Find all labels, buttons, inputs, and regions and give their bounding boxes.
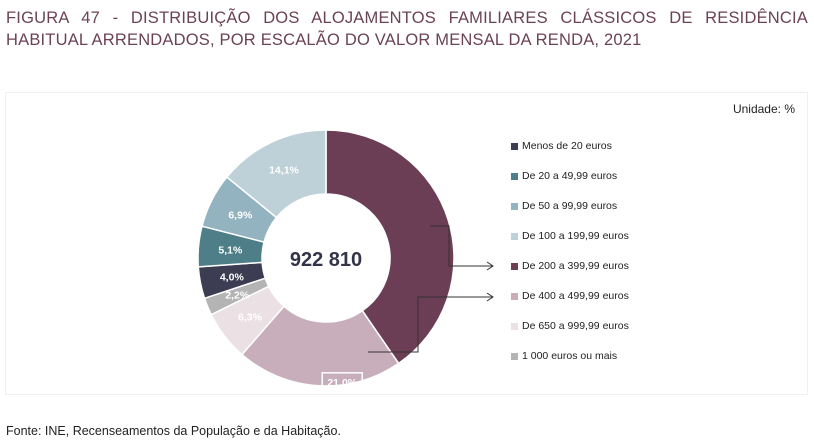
legend-label: De 100 a 199,99 euros [522, 230, 629, 242]
legend-label: 1 000 euros ou mais [522, 350, 618, 362]
legend-item-7: De 650 a 999,99 euros [511, 311, 661, 341]
donut-chart: 40,4% 21,0% 6,3% 2,2% 4,0% 5,1% 6,9% 14,1% 922 8… [197, 129, 525, 391]
slice-6 [240, 305, 400, 387]
figure-title: FIGURA 47 - DISTRIBUIÇÃO DOS ALOJAMENTOS… [6, 9, 808, 49]
legend-swatch [511, 262, 518, 270]
unit-label: Unidade: % [732, 102, 795, 116]
data-label-box-6 [321, 372, 363, 391]
legend-swatch [511, 142, 518, 150]
legend-label: De 650 a 999,99 euros [522, 320, 629, 332]
data-label-box-5 [482, 210, 525, 229]
data-label-2: 5,1% [218, 244, 243, 256]
legend-item-5: De 200 a 399,99 euros [511, 251, 661, 281]
legend-item-2: De 20 a 49,99 euros [511, 161, 661, 191]
legend-label: De 20 a 49,99 euros [522, 170, 618, 182]
data-label-6: 21,0% [327, 377, 357, 389]
data-label-8: 2,2% [225, 289, 250, 301]
legend-swatch [511, 202, 518, 210]
legend-item-4: De 100 a 199,99 euros [511, 221, 661, 251]
data-label-7: 6,3% [238, 312, 263, 324]
legend-label: De 400 a 499,99 euros [522, 290, 629, 302]
data-label-3: 6,9% [228, 210, 253, 222]
leader-line-slice-5 [430, 225, 493, 267]
legend-swatch [511, 232, 518, 240]
source-note: Fonte: INE, Recenseamentos da População … [6, 424, 341, 438]
legend-swatch [511, 352, 518, 360]
legend-swatch [511, 322, 518, 330]
leader-line-slice-6-arrow [486, 292, 494, 302]
data-label-5: 40,4% [489, 215, 519, 227]
legend-item-6: De 400 a 499,99 euros [511, 281, 661, 311]
slice-4 [225, 129, 327, 219]
legend-item-3: De 50 a 99,99 euros [511, 191, 661, 221]
chart-legend: Menos de 20 euros De 20 a 49,99 euros De 5… [511, 137, 661, 377]
center-total-label: 922 810 [290, 249, 362, 271]
data-label-1: 4,0% [220, 272, 245, 284]
legend-swatch [511, 172, 518, 180]
legend-label: Menos de 20 euros [522, 140, 612, 152]
slice-5 [325, 129, 455, 365]
legend-swatch [511, 292, 518, 300]
legend-item-8: 1 000 euros ou mais [511, 341, 661, 371]
leader-line-slice-6 [368, 296, 493, 353]
data-label-4: 14,1% [269, 164, 299, 176]
legend-label: De 200 a 399,99 euros [522, 260, 629, 272]
legend-item-1: Menos de 20 euros [511, 131, 661, 161]
chart-panel: Unidade: % 40,4% 21,0% 6,3% 2,2% 4,0% 5,1% 6,9… [6, 93, 807, 394]
leader-line-slice-5-arrow [486, 261, 494, 271]
legend-label: De 50 a 99,99 euros [522, 200, 618, 212]
